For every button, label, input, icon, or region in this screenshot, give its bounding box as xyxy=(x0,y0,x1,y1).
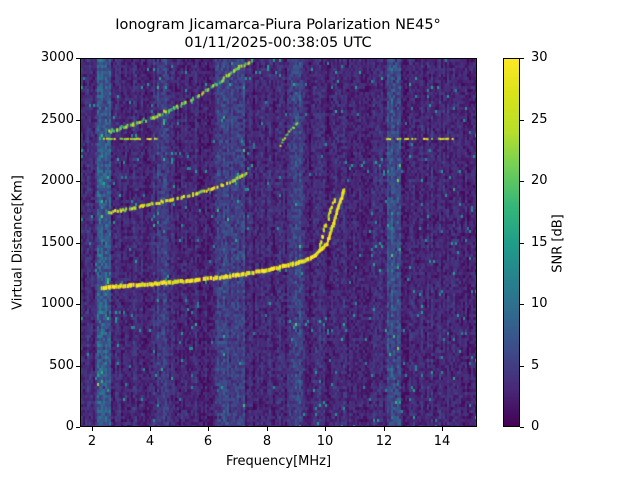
x-tick-label: 6 xyxy=(203,434,213,449)
y-tick-label: 1000 xyxy=(40,296,74,311)
ionogram-plot-area xyxy=(80,58,477,427)
colorbar-tick-mark xyxy=(520,427,524,428)
colorbar-tick-label: 15 xyxy=(531,235,548,250)
x-tick-mark xyxy=(384,427,385,431)
y-tick-mark xyxy=(76,366,80,367)
chart-title: Ionogram Jicamarca-Piura Polarization NE… xyxy=(115,17,441,33)
colorbar-tick-mark xyxy=(520,58,524,59)
y-tick-label: 500 xyxy=(49,358,74,373)
x-tick-mark xyxy=(208,427,209,431)
x-tick-mark xyxy=(150,427,151,431)
y-tick-label: 2000 xyxy=(40,173,74,188)
x-tick-mark xyxy=(442,427,443,431)
y-tick-mark xyxy=(76,120,80,121)
colorbar-tick-mark xyxy=(520,243,524,244)
y-axis-label: Virtual Distance[Km] xyxy=(10,175,26,310)
x-tick-mark xyxy=(92,427,93,431)
colorbar-tick-mark xyxy=(520,181,524,182)
y-tick-label: 0 xyxy=(65,419,74,434)
colorbar-tick-label: 20 xyxy=(531,173,548,188)
colorbar-tick-label: 30 xyxy=(531,50,548,65)
colorbar-tick-mark xyxy=(520,304,524,305)
y-tick-label: 2500 xyxy=(40,112,74,127)
x-tick-label: 12 xyxy=(375,434,393,449)
x-tick-mark xyxy=(267,427,268,431)
y-tick-mark xyxy=(76,243,80,244)
x-tick-label: 8 xyxy=(262,434,272,449)
y-tick-mark xyxy=(76,181,80,182)
colorbar-tick-mark xyxy=(520,366,524,367)
colorbar-tick-label: 0 xyxy=(531,419,540,434)
chart-subtitle: 01/11/2025-00:38:05 UTC xyxy=(184,35,372,51)
x-tick-label: 10 xyxy=(316,434,334,449)
y-tick-label: 1500 xyxy=(40,235,74,250)
y-tick-mark xyxy=(76,304,80,305)
y-tick-mark xyxy=(76,58,80,59)
y-tick-label: 3000 xyxy=(40,50,74,65)
colorbar-tick-label: 25 xyxy=(531,112,548,127)
x-tick-label: 2 xyxy=(87,434,97,449)
colorbar-tick-label: 5 xyxy=(531,358,540,373)
x-axis-label: Frequency[MHz] xyxy=(225,454,332,469)
x-tick-mark xyxy=(325,427,326,431)
x-tick-label: 4 xyxy=(145,434,155,449)
x-tick-label: 14 xyxy=(433,434,451,449)
colorbar-tick-label: 10 xyxy=(531,296,548,311)
colorbar-label: SNR [dB] xyxy=(550,214,566,273)
colorbar-tick-mark xyxy=(520,120,524,121)
y-tick-mark xyxy=(76,427,80,428)
ionogram-heatmap xyxy=(81,59,476,426)
colorbar xyxy=(503,58,520,427)
